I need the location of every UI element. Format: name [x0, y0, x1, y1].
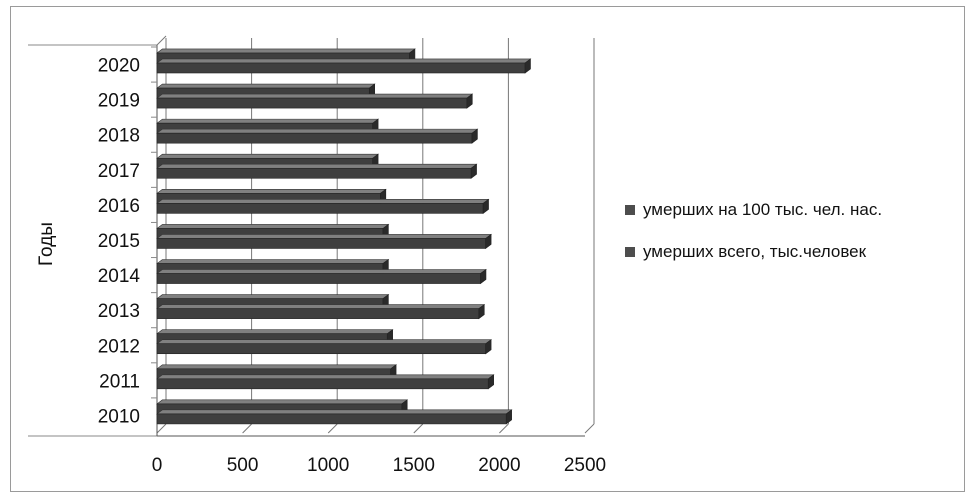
x-tick-label-0: 0 — [152, 455, 163, 476]
bar-top-1-2016 — [156, 199, 490, 204]
bar-top-0-2011 — [156, 364, 397, 370]
bar-end-1-2017 — [470, 163, 477, 179]
bar-1-2019 — [156, 97, 468, 109]
bar-top-0-2012 — [156, 329, 394, 335]
category-label-2015: 2015 — [98, 231, 140, 252]
bar-top-1-2013 — [156, 304, 486, 309]
bar-top-1-2019 — [156, 93, 474, 99]
bar-end-1-2011 — [487, 374, 494, 390]
bar-end-1-2010 — [505, 409, 512, 425]
bar-1-2011 — [156, 378, 489, 390]
category-label-2020: 2020 — [98, 56, 140, 77]
legend-item-per-100k: умерших на 100 тыс. чел. нас. — [625, 200, 882, 220]
bar-top-0-2019 — [156, 83, 376, 89]
bar-top-0-2016 — [156, 189, 387, 194]
legend-label-total: умерших всего, тыс.человек — [643, 242, 867, 261]
bar-1-2012 — [156, 343, 487, 355]
bar-top-1-2010 — [156, 409, 513, 415]
bar-end-1-2020 — [524, 58, 531, 74]
category-label-2011: 2011 — [99, 371, 140, 392]
bar-top-0-2014 — [156, 259, 390, 264]
bar-top-0-2010 — [156, 399, 409, 405]
bar-1-2018 — [156, 132, 473, 144]
x-tick-label-1500: 1500 — [393, 455, 435, 476]
bar-end-1-2016 — [482, 198, 489, 214]
bar-top-1-2015 — [156, 234, 493, 239]
x-tick-label-1000: 1000 — [307, 455, 349, 476]
category-label-2016: 2016 — [98, 196, 140, 217]
legend-swatch-per-100k — [625, 205, 635, 215]
bar-end-1-2014 — [480, 268, 487, 285]
bar-top-1-2012 — [156, 339, 493, 345]
bar-1-2017 — [156, 167, 472, 179]
gridline-floor-2 — [327, 423, 338, 434]
y-axis-title: Годы — [36, 222, 57, 266]
bar-top-0-2020 — [156, 48, 416, 54]
legend-swatch-total — [625, 247, 635, 257]
bar-top-0-2018 — [156, 118, 380, 124]
bar-top-0-2015 — [156, 224, 390, 229]
bar-top-1-2011 — [156, 374, 495, 380]
gridline-floor-4 — [499, 423, 509, 434]
bar-top-0-2017 — [156, 153, 380, 159]
bar-1-2013 — [156, 308, 480, 319]
category-label-2010: 2010 — [98, 406, 140, 427]
bar-end-1-2015 — [485, 233, 492, 250]
gridline-floor-5 — [584, 423, 595, 434]
category-label-2017: 2017 — [98, 161, 140, 182]
legend-item-total: умерших всего, тыс.человек — [625, 242, 882, 262]
chart-legend: умерших на 100 тыс. чел. нас. умерших вс… — [625, 200, 882, 284]
bar-top-0-2013 — [156, 294, 390, 299]
category-label-2014: 2014 — [98, 266, 141, 287]
bar-end-1-2019 — [466, 93, 473, 109]
gridline-floor-1 — [242, 423, 252, 434]
category-label-2013: 2013 — [98, 301, 140, 322]
bar-1-2015 — [156, 238, 487, 249]
bar-top-1-2018 — [156, 128, 479, 134]
bar-end-1-2018 — [471, 128, 478, 144]
bar-1-2010 — [156, 413, 507, 425]
bar-top-1-2020 — [156, 58, 532, 64]
bar-1-2014 — [156, 273, 481, 284]
bar-end-1-2012 — [485, 339, 492, 355]
bar-top-1-2017 — [156, 163, 478, 169]
x-tick-label-500: 500 — [227, 455, 259, 476]
bar-1-2020 — [156, 62, 526, 74]
category-label-2012: 2012 — [98, 336, 140, 357]
wall-edge-top — [156, 35, 167, 46]
bar-top-1-2014 — [156, 269, 487, 274]
category-label-2018: 2018 — [98, 126, 140, 147]
gridline-floor-3 — [413, 423, 424, 434]
bar-1-2016 — [156, 203, 484, 214]
gridline-floor-0 — [156, 423, 167, 434]
legend-label-per-100k: умерших на 100 тыс. чел. нас. — [643, 200, 883, 219]
x-tick-label-2500: 2500 — [564, 455, 606, 476]
bar-end-1-2013 — [478, 303, 485, 320]
x-tick-label-2000: 2000 — [478, 455, 520, 476]
category-label-2019: 2019 — [98, 91, 140, 112]
